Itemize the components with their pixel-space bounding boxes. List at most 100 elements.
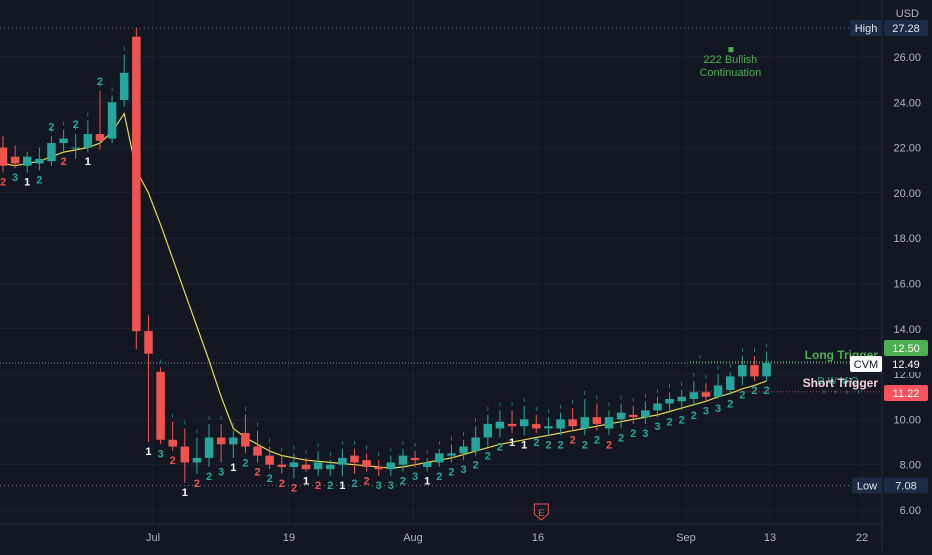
setup-tick-mark: ı bbox=[244, 406, 246, 413]
currency-label: USD bbox=[896, 8, 919, 20]
y-tick-label: 18.00 bbox=[893, 233, 921, 245]
setup-tick-mark: ı bbox=[487, 406, 489, 413]
sequence-count: 3 bbox=[218, 466, 224, 478]
candle bbox=[22, 152, 32, 173]
sequence-count: 1 bbox=[230, 462, 236, 474]
setup-tick-mark: ı bbox=[766, 342, 768, 349]
y-tick-label: 14.00 bbox=[893, 324, 921, 336]
setup-tick-mark: ı bbox=[657, 388, 659, 395]
sequence-count: 3 bbox=[654, 421, 660, 433]
sequence-count: 2 bbox=[448, 466, 454, 478]
candle bbox=[216, 423, 226, 463]
setup-tick-mark: ı bbox=[160, 358, 162, 365]
candle-body bbox=[483, 423, 493, 438]
candle bbox=[265, 446, 274, 470]
setup-tick-mark: ı bbox=[402, 440, 404, 447]
candle bbox=[519, 405, 529, 436]
sequence-count: 1 bbox=[509, 437, 515, 449]
candle bbox=[313, 451, 323, 477]
y-tick-label: 10.00 bbox=[893, 414, 921, 426]
candle bbox=[435, 448, 444, 467]
setup-tick-mark: ı bbox=[729, 363, 731, 370]
candle bbox=[556, 412, 565, 436]
candle bbox=[71, 134, 80, 159]
current-symbol-box: CVM bbox=[850, 356, 882, 372]
candle-body bbox=[689, 392, 699, 400]
sequence-count: 2 bbox=[545, 439, 551, 451]
candle-body bbox=[495, 421, 505, 429]
candle bbox=[156, 367, 165, 445]
setup-tick-mark: ı bbox=[172, 413, 174, 420]
current-value-box-text: 12.49 bbox=[892, 359, 920, 371]
current-value-box-bg bbox=[884, 356, 928, 372]
candle-body bbox=[713, 385, 723, 397]
x-tick-label: 19 bbox=[283, 532, 295, 544]
candle-body bbox=[592, 417, 602, 424]
candle bbox=[725, 371, 735, 395]
candle-body bbox=[289, 462, 299, 467]
candle bbox=[677, 389, 686, 411]
sequence-count: 2 bbox=[497, 442, 503, 454]
setup-tick-mark: ı bbox=[123, 46, 125, 53]
candle bbox=[483, 414, 493, 447]
setup-tick-mark: ı bbox=[499, 401, 501, 408]
sequence-count: 2 bbox=[206, 471, 212, 483]
setup-tick-mark: ı bbox=[572, 399, 574, 406]
candle bbox=[301, 457, 311, 472]
sequence-count: 3 bbox=[642, 428, 648, 440]
candle bbox=[374, 460, 383, 477]
sequence-count: 3 bbox=[157, 448, 163, 460]
sequence-count: 1 bbox=[303, 475, 309, 487]
candle bbox=[350, 448, 359, 474]
sequence-count: 2 bbox=[315, 480, 321, 492]
candle-body bbox=[604, 417, 614, 429]
candle bbox=[507, 410, 517, 433]
y-tick-label: 12.00 bbox=[893, 369, 921, 381]
sequence-count: 2 bbox=[582, 439, 588, 451]
candle bbox=[253, 430, 262, 463]
x-tick-label: 16 bbox=[532, 532, 544, 544]
candle bbox=[410, 451, 420, 467]
candle bbox=[107, 95, 117, 144]
candle-body bbox=[677, 396, 686, 402]
sequence-count: 3 bbox=[12, 172, 18, 184]
candle bbox=[544, 417, 553, 436]
grid-lines bbox=[0, 0, 882, 524]
candle-body bbox=[47, 143, 56, 162]
sequence-count: 2 bbox=[194, 478, 200, 490]
sequence-count: 2 bbox=[594, 435, 600, 447]
setup-tick-mark: ı bbox=[741, 347, 743, 354]
candle bbox=[653, 396, 662, 418]
x-tick-label: 22 bbox=[856, 532, 868, 544]
sequence-count: 2 bbox=[400, 475, 406, 487]
setup-tick-mark: ı bbox=[693, 372, 695, 379]
sequence-count: 2 bbox=[327, 480, 333, 492]
setup-tick-mark: ı bbox=[608, 401, 610, 408]
sequence-counts: ı ı ı ı ı ı ı ı ı ı ı ı ı ı ı ı ı ı ı ı ı ı ı ı ı ı ı ı ı ı ı ı ı ı ı ı ı ı ı ı… bbox=[0, 46, 770, 499]
setup-tick-mark: ı bbox=[378, 451, 380, 458]
setup-tick-mark: ı bbox=[547, 408, 549, 415]
timeframe-tick: ı bbox=[857, 389, 859, 396]
high-label-box-bg bbox=[850, 20, 882, 37]
sequence-count: 2 bbox=[436, 471, 442, 483]
x-tick-label: Aug bbox=[403, 532, 423, 544]
candle-body bbox=[156, 371, 165, 440]
candle-body bbox=[241, 432, 250, 447]
sequence-count: 2 bbox=[557, 439, 563, 451]
sequence-count: 2 bbox=[97, 76, 103, 88]
candle bbox=[0, 136, 8, 173]
setup-tick-mark: ı bbox=[87, 111, 89, 118]
setup-tick-mark: ı bbox=[366, 444, 368, 451]
sequence-count: 2 bbox=[739, 389, 745, 401]
sequence-count: 2 bbox=[351, 478, 357, 490]
timeframe-tick: ı bbox=[834, 389, 836, 396]
candle-body bbox=[180, 446, 190, 463]
candle bbox=[568, 408, 577, 431]
candle-body bbox=[653, 403, 662, 411]
y-tick-label: 26.00 bbox=[893, 52, 921, 64]
setup-tick-mark: ı bbox=[341, 440, 343, 447]
candle-body bbox=[725, 376, 735, 390]
setup-tick-mark: ı bbox=[354, 440, 356, 447]
